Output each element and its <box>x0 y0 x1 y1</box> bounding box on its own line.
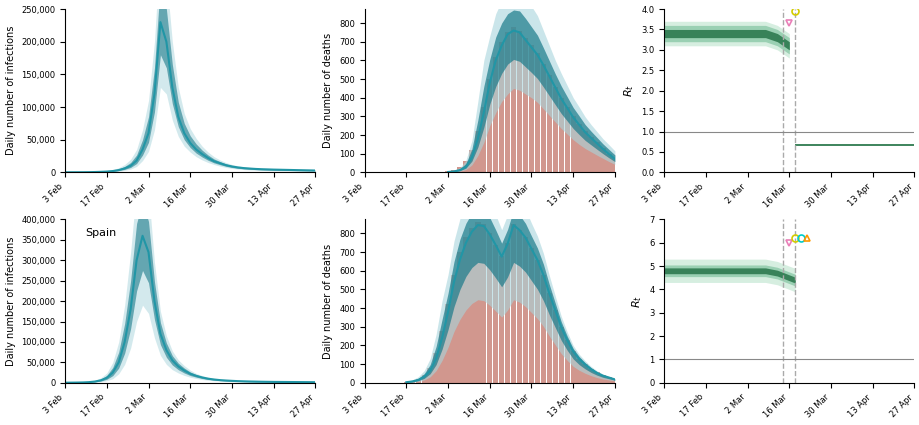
Bar <box>522 237 528 383</box>
Bar <box>606 377 611 383</box>
Bar <box>600 148 605 173</box>
Bar <box>427 368 432 383</box>
Bar <box>445 304 450 383</box>
Bar <box>606 154 611 173</box>
Bar <box>528 45 534 173</box>
Bar <box>552 310 558 383</box>
Bar <box>433 353 438 383</box>
Bar <box>588 369 593 383</box>
Bar <box>474 131 480 173</box>
Bar <box>493 57 498 173</box>
Bar <box>505 32 510 173</box>
Y-axis label: $R_t$: $R_t$ <box>621 84 635 97</box>
Bar <box>481 107 486 173</box>
Bar <box>546 75 551 173</box>
Y-axis label: $R_t$: $R_t$ <box>629 295 642 308</box>
Bar <box>486 233 492 383</box>
Bar <box>505 243 510 383</box>
Bar <box>469 228 474 383</box>
Bar <box>445 171 450 173</box>
Bar <box>415 379 421 383</box>
Bar <box>451 275 456 383</box>
Bar <box>469 150 474 173</box>
Text: Spain: Spain <box>85 228 116 238</box>
Bar <box>474 222 480 383</box>
Bar <box>439 331 444 383</box>
Bar <box>498 42 504 173</box>
Bar <box>457 167 462 173</box>
Bar <box>528 248 534 383</box>
Bar <box>600 375 605 383</box>
Bar <box>576 359 581 383</box>
Bar <box>611 159 617 173</box>
Bar <box>516 31 522 173</box>
Bar <box>481 224 486 383</box>
Y-axis label: Daily number of infections: Daily number of infections <box>6 26 16 156</box>
Bar <box>570 116 575 173</box>
Bar <box>510 224 516 383</box>
Y-axis label: Daily number of deaths: Daily number of deaths <box>323 244 333 359</box>
Bar <box>510 27 516 173</box>
Bar <box>611 379 617 383</box>
Bar <box>516 230 522 383</box>
Bar <box>522 38 528 173</box>
Y-axis label: Daily number of deaths: Daily number of deaths <box>323 33 333 148</box>
Bar <box>540 275 546 383</box>
Bar <box>558 98 563 173</box>
Bar <box>493 245 498 383</box>
Bar <box>570 351 575 383</box>
Bar <box>409 381 414 383</box>
Bar <box>421 375 426 383</box>
Bar <box>463 161 468 173</box>
Bar <box>588 137 593 173</box>
Bar <box>498 256 504 383</box>
Bar <box>457 252 462 383</box>
Bar <box>534 260 539 383</box>
Bar <box>582 364 587 383</box>
Bar <box>576 124 581 173</box>
Y-axis label: Daily number of infections: Daily number of infections <box>6 236 16 366</box>
Bar <box>546 293 551 383</box>
Bar <box>534 53 539 173</box>
Bar <box>594 142 599 173</box>
Bar <box>540 64 546 173</box>
Bar <box>582 131 587 173</box>
Bar <box>451 170 456 173</box>
Bar <box>552 87 558 173</box>
Bar <box>486 79 492 173</box>
Bar <box>564 107 569 173</box>
Bar <box>594 372 599 383</box>
Bar <box>564 340 569 383</box>
Bar <box>558 327 563 383</box>
Bar <box>463 237 468 383</box>
Bar <box>403 382 409 383</box>
